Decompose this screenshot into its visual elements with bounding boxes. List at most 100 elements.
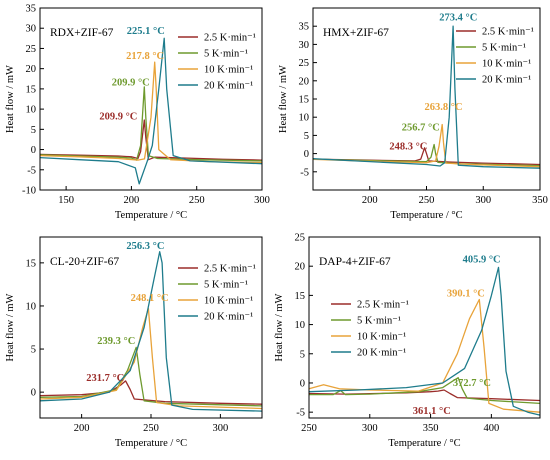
series-line-20k bbox=[39, 37, 263, 185]
y-tick-label: 30 bbox=[299, 40, 310, 51]
legend-label: 20 K·min⁻¹ bbox=[204, 81, 253, 92]
x-tick-label: 200 bbox=[362, 195, 378, 206]
panel-cl20: 200 250 300 0 5 10 15 Temperature / °C Heat flow… bbox=[5, 236, 263, 449]
peak-label-10k: 390.1 °C bbox=[447, 289, 485, 300]
legend-label: 2.5 K·min⁻¹ bbox=[204, 33, 256, 44]
peak-label-2_5k: 209.9 °C bbox=[99, 112, 137, 123]
x-tick-label: 250 bbox=[143, 423, 159, 434]
legend-label: 2.5 K·min⁻¹ bbox=[357, 300, 409, 311]
x-tick-label: 250 bbox=[419, 195, 435, 206]
legend-label: 10 K·min⁻¹ bbox=[204, 65, 253, 76]
legend-label: 20 K·min⁻¹ bbox=[204, 312, 253, 323]
legend: 2.5 K·min⁻¹ 5 K·min⁻¹ 10 K·min⁻¹ 20 K·min⁻¹ bbox=[178, 33, 256, 92]
y-tick-label: 10 bbox=[299, 113, 310, 124]
panel-dap4: 250 300 350 400 -5 0 5 10 15 20 25 Temperature / °C… bbox=[274, 233, 541, 449]
y-tick-label: 5 bbox=[304, 131, 309, 142]
peak-label-5k: 239.3 °C bbox=[97, 336, 135, 347]
peak-label-10k: 217.8 °C bbox=[126, 51, 164, 62]
x-tick-label: 150 bbox=[58, 195, 74, 206]
peak-label-20k: 225.1 °C bbox=[127, 26, 165, 37]
y-tick-label: 0 bbox=[304, 149, 309, 160]
y-tick-label: 5 bbox=[300, 349, 305, 360]
y-tick-label: 25 bbox=[26, 44, 37, 55]
y-tick-label: 10 bbox=[26, 105, 37, 116]
peak-label-5k: 209.9 °C bbox=[112, 78, 150, 89]
peak-label-2_5k: 248.3 °C bbox=[389, 142, 427, 153]
panel-label: DAP-4+ZIF-67 bbox=[319, 256, 391, 268]
series-line-20k bbox=[312, 25, 541, 169]
x-tick-label: 350 bbox=[423, 423, 439, 434]
x-axis-label: Temperature / °C bbox=[390, 210, 462, 221]
legend-label: 5 K·min⁻¹ bbox=[204, 49, 248, 60]
y-tick-label: 25 bbox=[295, 233, 306, 244]
x-tick-label: 200 bbox=[74, 423, 90, 434]
y-tick-label: 20 bbox=[299, 76, 310, 87]
y-tick-label: -5 bbox=[27, 165, 36, 176]
x-tick-label: 250 bbox=[189, 195, 205, 206]
legend-label: 20 K·min⁻¹ bbox=[357, 348, 406, 359]
legend-label: 10 K·min⁻¹ bbox=[357, 332, 406, 343]
peak-label-2_5k: 231.7 °C bbox=[86, 373, 124, 384]
series-line-10k bbox=[39, 61, 263, 164]
peak-label-20k: 273.4 °C bbox=[439, 13, 477, 24]
x-axis-label: Temperature / °C bbox=[388, 438, 460, 449]
y-tick-label: 10 bbox=[295, 320, 306, 331]
y-tick-label: -5 bbox=[300, 167, 309, 178]
x-axis-label: Temperature / °C bbox=[115, 438, 187, 449]
y-tick-label: 15 bbox=[26, 84, 37, 95]
panel-label: CL-20+ZIF-67 bbox=[50, 256, 119, 268]
series-line-2_5k bbox=[39, 380, 263, 405]
x-axis-label: Temperature / °C bbox=[115, 210, 187, 221]
series-line-2_5k bbox=[39, 119, 263, 161]
series-line-10k bbox=[39, 307, 263, 410]
plot-frame bbox=[39, 7, 263, 191]
y-tick-label: 35 bbox=[299, 22, 310, 33]
series-line-2_5k bbox=[308, 389, 541, 402]
y-tick-label: 0 bbox=[300, 378, 305, 389]
peak-label-20k: 405.9 °C bbox=[463, 255, 501, 266]
peak-label-5k: 372.7 °C bbox=[453, 378, 491, 389]
peak-label-2_5k: 361.1 °C bbox=[413, 406, 451, 417]
series-line-10k bbox=[308, 298, 541, 413]
y-axis-label: Heat flow / mW bbox=[5, 65, 16, 133]
x-tick-label: 200 bbox=[124, 195, 140, 206]
y-tick-label: 20 bbox=[26, 64, 37, 75]
plot-frame bbox=[308, 236, 541, 419]
x-tick-label: 300 bbox=[475, 195, 491, 206]
y-tick-label: 5 bbox=[31, 125, 36, 136]
y-tick-label: 10 bbox=[26, 301, 37, 312]
panel-hmx: 200 250 300 350 -5 0 5 10 15 20 25 30 35 Temperature … bbox=[278, 7, 548, 221]
legend-label: 10 K·min⁻¹ bbox=[482, 59, 531, 70]
y-axis-label: Heat flow / mW bbox=[274, 293, 285, 361]
y-tick-label: 25 bbox=[299, 58, 310, 69]
y-tick-label: 15 bbox=[295, 291, 306, 302]
y-tick-label: -5 bbox=[296, 408, 305, 419]
y-tick-label: 35 bbox=[26, 4, 37, 15]
legend-label: 5 K·min⁻¹ bbox=[204, 280, 248, 291]
panel-rdx: 150 200 250 300 -10 -5 0 5 10 15 20 25 30 35 Temperatu… bbox=[5, 4, 270, 222]
y-tick-label: 15 bbox=[26, 258, 37, 269]
y-tick-label: -10 bbox=[22, 186, 36, 197]
series-line-20k bbox=[308, 266, 541, 416]
y-axis-label: Heat flow / mW bbox=[278, 65, 289, 133]
x-tick-label: 300 bbox=[213, 423, 229, 434]
y-tick-label: 15 bbox=[299, 95, 310, 106]
legend: 2.5 K·min⁻¹ 5 K·min⁻¹ 10 K·min⁻¹ 20 K·min⁻¹ bbox=[178, 264, 256, 323]
panel-label: RDX+ZIF-67 bbox=[50, 27, 114, 39]
x-tick-label: 250 bbox=[301, 423, 317, 434]
x-tick-label: 300 bbox=[362, 423, 378, 434]
y-tick-label: 0 bbox=[31, 388, 36, 399]
legend-label: 10 K·min⁻¹ bbox=[204, 296, 253, 307]
x-tick-label: 350 bbox=[532, 195, 548, 206]
legend-label: 2.5 K·min⁻¹ bbox=[204, 264, 256, 275]
y-axis-label: Heat flow / mW bbox=[5, 293, 16, 361]
legend-label: 5 K·min⁻¹ bbox=[357, 316, 401, 327]
legend-label: 2.5 K·min⁻¹ bbox=[482, 27, 534, 38]
y-tick-label: 0 bbox=[31, 145, 36, 156]
y-tick-label: 5 bbox=[31, 345, 36, 356]
legend: 2.5 K·min⁻¹ 5 K·min⁻¹ 10 K·min⁻¹ 20 K·min⁻¹ bbox=[456, 27, 534, 86]
peak-label-5k: 256.7 °C bbox=[402, 123, 440, 134]
series-line-20k bbox=[39, 251, 263, 412]
peak-label-20k: 256.3 °C bbox=[126, 241, 164, 252]
